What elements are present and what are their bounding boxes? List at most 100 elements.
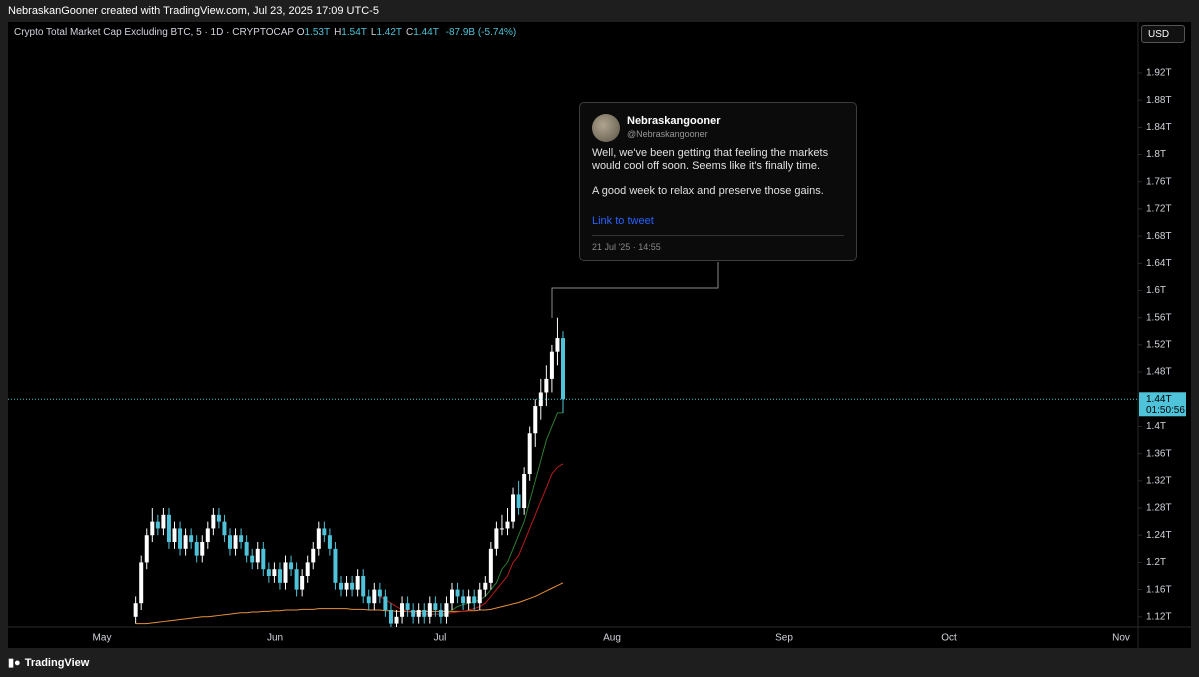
y-tick-label: 1.48T: [1146, 367, 1172, 378]
legend: Crypto Total Market Cap Excluding BTC, 5…: [14, 27, 516, 38]
y-tick-label: 1.24T: [1146, 530, 1172, 541]
ma-line: [135, 582, 564, 625]
candle-body: [194, 542, 199, 556]
candle-body: [422, 610, 427, 617]
candle-body: [255, 548, 260, 563]
y-tick-label: 1.92T: [1146, 68, 1172, 79]
y-tick-label: 1.84T: [1146, 122, 1172, 133]
y-tick-label: 1.16T: [1146, 584, 1172, 595]
candle-body: [544, 378, 549, 393]
ohlc-value: 1.53T: [304, 27, 331, 38]
candle-body: [228, 535, 232, 549]
candle-body: [516, 494, 521, 509]
candle-body: [205, 528, 210, 543]
candle-body: [155, 521, 160, 529]
candle-body: [311, 548, 316, 563]
candle-body: [505, 521, 510, 529]
candle-body: [366, 596, 371, 604]
candle-body: [189, 535, 194, 543]
tweet-text: Well, we've been getting that feeling th…: [592, 147, 829, 172]
ohlc-value: 1.54T: [341, 27, 367, 38]
candle-body: [477, 589, 482, 604]
candle-body: [488, 548, 493, 583]
last-price-label: 1.44T: [1146, 394, 1172, 405]
countdown: 01:50:56: [1146, 405, 1185, 416]
ohlc-value: 1.44T: [413, 27, 439, 38]
x-tick-label: May: [93, 633, 112, 644]
candle-body: [144, 535, 149, 563]
candle-body: [333, 548, 338, 583]
candle-body: [377, 589, 382, 597]
y-tick-label: 1.52T: [1146, 340, 1172, 351]
x-tick-label: Oct: [941, 633, 957, 644]
y-tick-label: 1.8T: [1146, 149, 1166, 160]
candle-body: [277, 569, 282, 583]
candle-body: [178, 528, 183, 549]
candle-body: [494, 528, 499, 549]
chart-pane: [8, 22, 1138, 627]
candle-body: [216, 514, 221, 522]
candle-body: [200, 542, 205, 556]
candle-body: [427, 603, 432, 617]
x-tick-label: Jul: [434, 633, 447, 644]
candle-body: [244, 542, 249, 556]
ma-line: [379, 463, 564, 615]
x-tick-label: Jun: [267, 633, 283, 644]
candle-body: [166, 514, 171, 543]
candle-body: [483, 582, 488, 590]
candle-body: [322, 528, 327, 536]
candle-body: [211, 514, 216, 529]
tweet-link[interactable]: Link to tweet: [592, 215, 654, 227]
candle-body: [139, 562, 144, 604]
candle-body: [266, 569, 271, 577]
currency-button[interactable]: USD: [1141, 25, 1185, 43]
candle-body: [461, 596, 466, 604]
candle-body: [450, 589, 454, 604]
candle-body: [133, 603, 138, 617]
candle-body: [339, 582, 343, 590]
tweet-card: Nebraskangooner @Nebraskangooner Well, w…: [579, 102, 857, 261]
candle-body: [438, 610, 443, 617]
candle-body: [150, 521, 155, 536]
candle-body: [388, 610, 393, 624]
y-tick-label: 1.68T: [1146, 231, 1172, 242]
symbol-title: Crypto Total Market Cap Excluding BTC, 5…: [14, 27, 294, 38]
candle-body: [183, 535, 188, 549]
candle-body: [300, 576, 305, 590]
candle-body: [239, 535, 244, 543]
y-tick-label: 1.28T: [1146, 503, 1172, 514]
candle-body: [444, 603, 449, 617]
tweet-text: A good week to relax and preserve those …: [592, 185, 824, 197]
candle-body: [327, 535, 332, 549]
candle-body: [538, 392, 543, 407]
ohlc-key: H: [334, 27, 342, 38]
candle-body: [161, 514, 166, 529]
candle-body: [289, 562, 294, 570]
tweet-author: Nebraskangooner: [627, 115, 721, 127]
y-tick-label: 1.56T: [1146, 312, 1172, 323]
y-tick-label: 1.6T: [1146, 285, 1166, 296]
candle-body: [533, 406, 538, 434]
last-price-box: [1139, 392, 1186, 417]
ohlc-value: 1.42T: [376, 27, 403, 38]
candle-body: [394, 616, 399, 624]
time-axis: [8, 627, 1191, 648]
change: -87.9B (-5.74%): [445, 27, 517, 38]
candle-body: [283, 562, 288, 583]
tweet-date: 21 Jul '25 · 14:55: [592, 242, 661, 252]
tweet-handle: @Nebraskangooner: [627, 129, 708, 139]
tweet-body: Well, we've been getting that feeling th…: [592, 147, 848, 210]
y-tick-label: 1.76T: [1146, 176, 1172, 187]
candle-body: [350, 582, 355, 590]
candle-body: [561, 338, 565, 400]
candle-body: [527, 433, 532, 475]
y-tick-label: 1.88T: [1146, 95, 1172, 106]
candle-body: [316, 528, 321, 549]
candle-body: [233, 535, 238, 549]
candle-body: [555, 338, 560, 352]
candle-body: [294, 569, 299, 590]
candle-body: [455, 589, 460, 597]
candle-body: [250, 555, 255, 563]
y-tick-label: 1.72T: [1146, 204, 1172, 215]
